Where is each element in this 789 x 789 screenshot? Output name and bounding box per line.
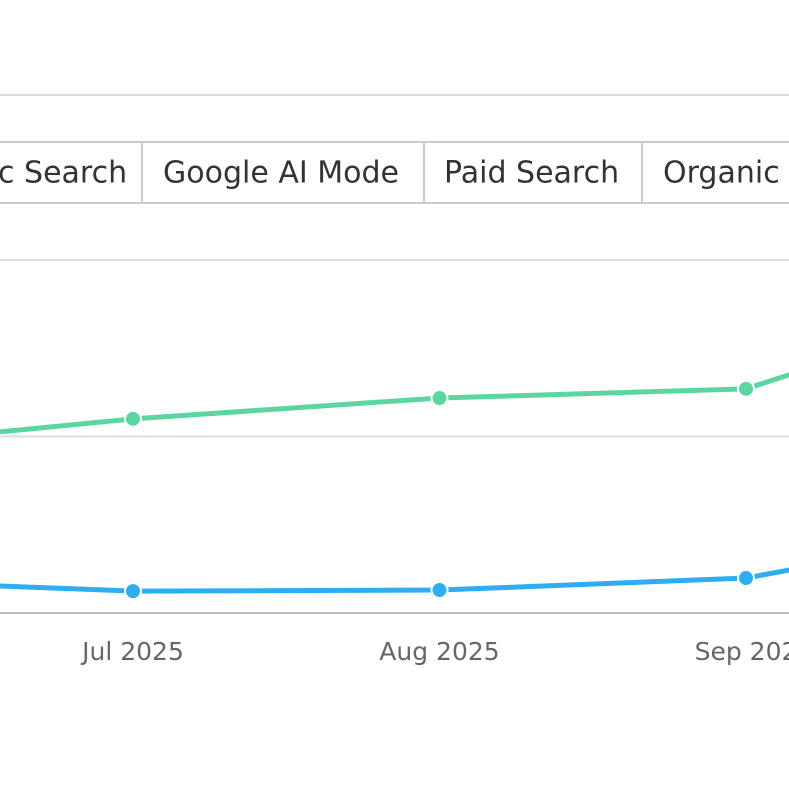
- tab[interactable]: Organic: [663, 156, 780, 191]
- data-point: [124, 582, 142, 601]
- data-point: [430, 581, 449, 600]
- data-point: [430, 389, 449, 408]
- tab[interactable]: Google AI Mode: [163, 156, 399, 191]
- series-line: [0, 372, 789, 435]
- x-tick-label: Jul 2025: [80, 637, 184, 666]
- data-point: [737, 379, 755, 398]
- data-point: [737, 569, 755, 588]
- series-line: [0, 567, 789, 594]
- tab-bar: [0, 141, 789, 204]
- tab[interactable]: Paid Search: [444, 156, 619, 191]
- x-tick-label: Aug 2025: [379, 637, 499, 666]
- tab[interactable]: c Search: [0, 156, 127, 191]
- data-point: [124, 409, 142, 428]
- x-tick-label: Sep 202: [695, 637, 789, 666]
